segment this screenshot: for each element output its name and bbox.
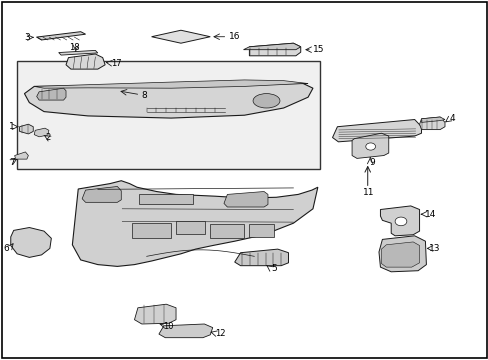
Polygon shape (421, 117, 444, 122)
Polygon shape (72, 181, 317, 266)
Text: 11: 11 (363, 188, 374, 197)
Polygon shape (20, 124, 33, 134)
Polygon shape (82, 186, 121, 202)
Polygon shape (159, 324, 212, 338)
Circle shape (365, 143, 375, 150)
Polygon shape (134, 304, 176, 324)
Polygon shape (243, 43, 300, 50)
Polygon shape (59, 50, 98, 55)
Text: 18: 18 (69, 43, 80, 52)
Text: 3: 3 (24, 33, 30, 42)
Polygon shape (151, 30, 210, 43)
Text: 1: 1 (9, 122, 15, 131)
Text: 4: 4 (449, 114, 455, 123)
Text: 15: 15 (312, 45, 324, 54)
Polygon shape (381, 242, 419, 267)
Text: 12: 12 (215, 328, 225, 338)
Ellipse shape (253, 94, 279, 108)
Text: 8: 8 (141, 91, 147, 100)
Text: 9: 9 (369, 158, 375, 166)
Polygon shape (380, 206, 419, 236)
Polygon shape (34, 80, 307, 88)
Polygon shape (224, 192, 267, 207)
Circle shape (394, 217, 406, 226)
Polygon shape (11, 228, 51, 257)
Bar (249, 224, 273, 237)
Polygon shape (15, 152, 28, 159)
Bar (17, 61, 320, 169)
Bar (210, 224, 244, 238)
Bar (132, 223, 171, 238)
Polygon shape (332, 120, 421, 142)
Polygon shape (37, 88, 66, 100)
Text: 13: 13 (428, 244, 440, 253)
Text: 2: 2 (45, 133, 50, 142)
Polygon shape (249, 43, 300, 56)
Text: 5: 5 (270, 264, 276, 273)
Text: 17: 17 (111, 59, 122, 68)
Text: 6: 6 (3, 244, 9, 253)
Polygon shape (419, 117, 444, 130)
Text: 7: 7 (9, 158, 15, 166)
Polygon shape (37, 32, 85, 40)
Bar (176, 221, 205, 234)
Text: 14: 14 (425, 210, 436, 219)
Polygon shape (24, 84, 312, 118)
Polygon shape (234, 249, 288, 266)
Polygon shape (34, 128, 49, 137)
Polygon shape (378, 236, 426, 272)
Bar (139, 194, 193, 204)
Polygon shape (66, 54, 105, 69)
Text: 16: 16 (228, 32, 240, 41)
Polygon shape (351, 133, 388, 158)
Text: 10: 10 (163, 323, 174, 331)
